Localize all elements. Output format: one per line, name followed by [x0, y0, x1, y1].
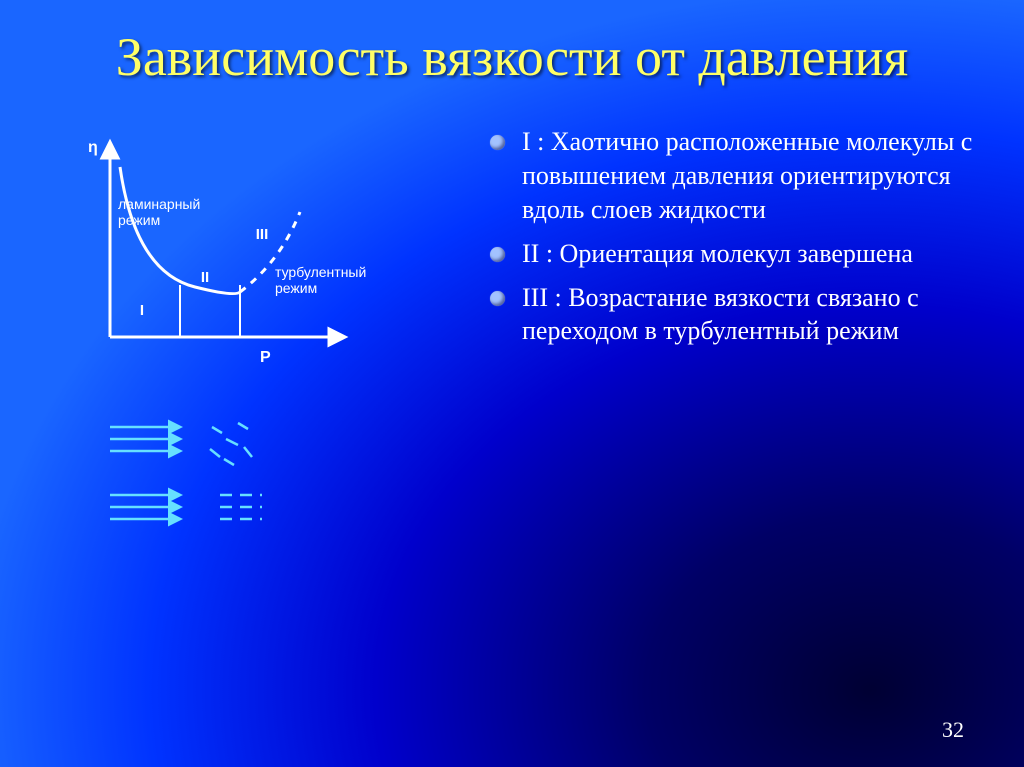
bullet-item: III : Возрастание вязкости связано с пер… [490, 281, 984, 349]
bullet-item: II : Ориентация молекул завершена [490, 237, 984, 271]
svg-text:режим: режим [118, 212, 160, 228]
bullet-item: I : Хаотично расположенные молекулы с по… [490, 125, 984, 226]
svg-text:режим: режим [275, 280, 317, 296]
bullet-list: I : Хаотично расположенные молекулы с по… [490, 125, 984, 348]
right-column: I : Хаотично расположенные молекулы с по… [490, 117, 984, 542]
svg-text:ламинарный: ламинарный [118, 196, 200, 212]
svg-text:I: I [140, 302, 144, 319]
slide-title: Зависимость вязкости от давления [0, 0, 1024, 87]
viscosity-pressure-chart: IIIIIIηPламинарныйрежимтурбулентныйрежим [60, 117, 400, 387]
content-area: IIIIIIηPламинарныйрежимтурбулентныйрежим… [0, 87, 1024, 542]
svg-text:η: η [88, 139, 98, 156]
svg-text:P: P [260, 349, 271, 366]
svg-text:III: III [256, 226, 269, 243]
left-column: IIIIIIηPламинарныйрежимтурбулентныйрежим [60, 117, 440, 542]
slide-number: 32 [942, 717, 964, 743]
svg-text:турбулентный: турбулентный [275, 264, 366, 280]
svg-text:II: II [201, 269, 209, 286]
flow-diagrams [110, 417, 440, 542]
